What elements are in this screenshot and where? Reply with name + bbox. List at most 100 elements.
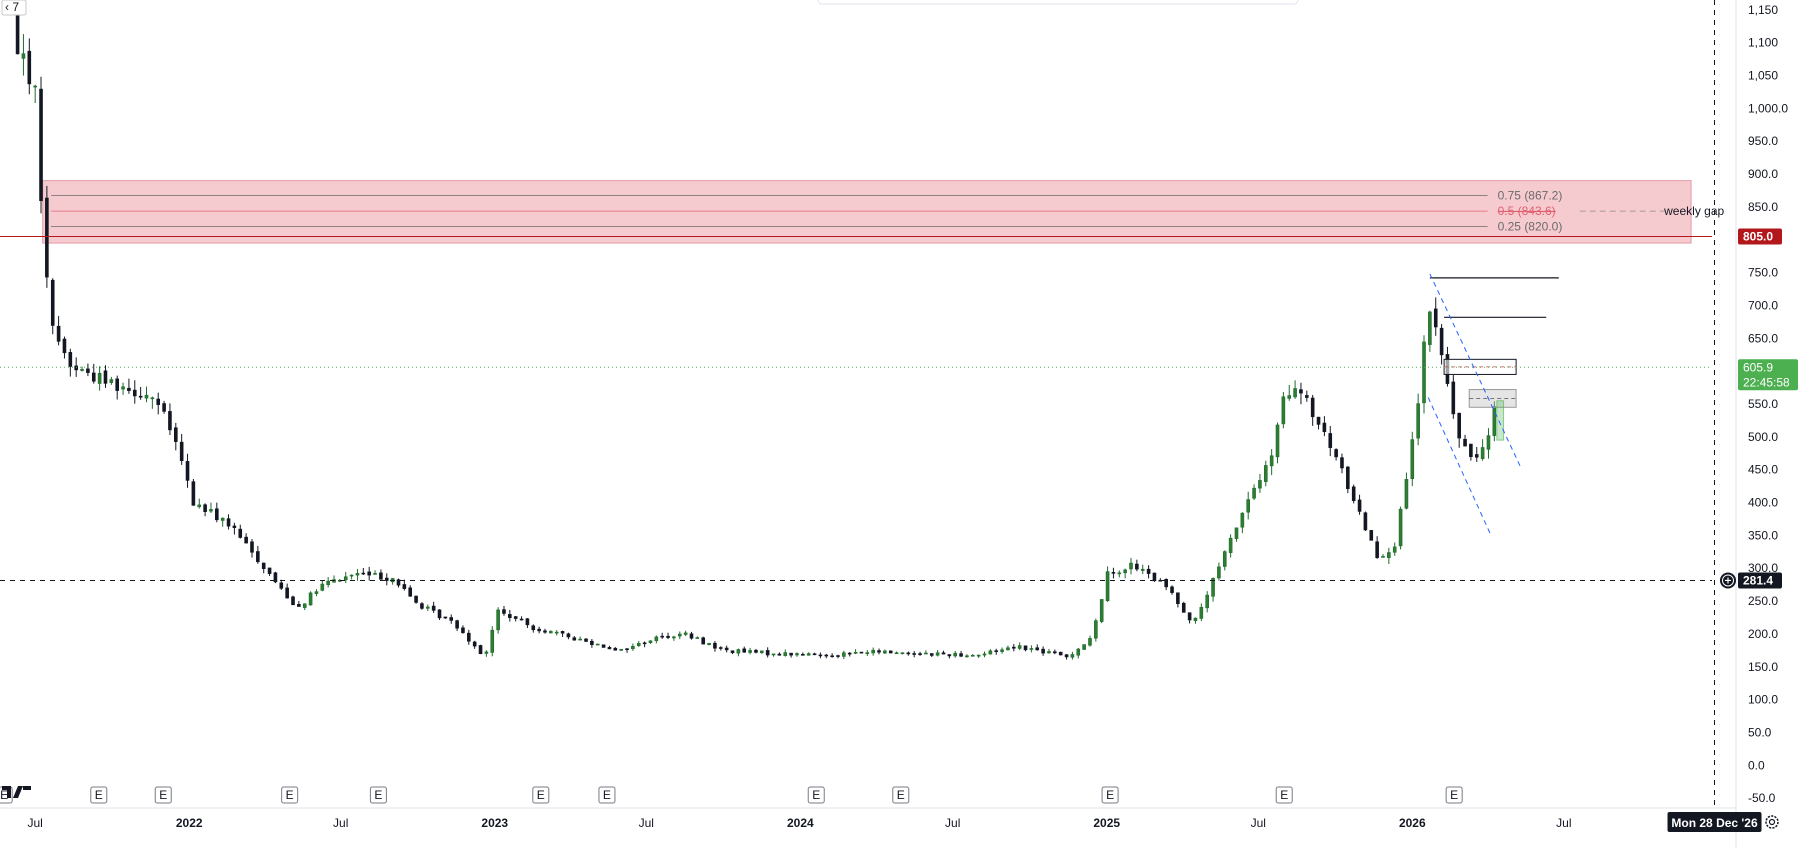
candle-body [1299, 389, 1303, 394]
candle-body [132, 389, 137, 397]
candle-body [502, 609, 506, 614]
plus-circle-icon-ring [1722, 574, 1734, 587]
target-zone-box[interactable] [1496, 400, 1505, 441]
candle-body [314, 591, 319, 594]
candle-body [924, 652, 928, 655]
candle-body [1205, 594, 1209, 609]
candle-body [1398, 508, 1403, 547]
candle-body [888, 650, 893, 654]
candle-body [1029, 648, 1034, 650]
y-tick-label: 150.0 [1748, 660, 1778, 674]
candle-body [988, 650, 993, 655]
plus-icon-cross [1725, 577, 1731, 584]
earnings-marker[interactable] [154, 786, 172, 804]
chart-ui-layer: E E E E E E E E E E E E ‹ 7 [0, 0, 1779, 829]
interval-badge[interactable]: ‹ 7 [5, 0, 19, 14]
candle-body [91, 372, 96, 382]
candle-body [806, 653, 811, 656]
candle-body [361, 572, 366, 575]
candle-body [871, 649, 875, 654]
interval-badge-bg[interactable] [1, 0, 27, 16]
weekly-gap-layer: 0.75 (867.2)0.5 (843.6) 0.25 (820.0) weekl… [42, 180, 1725, 244]
candle-body [619, 649, 623, 651]
earnings-marker[interactable] [90, 786, 108, 804]
candle-body [631, 645, 635, 649]
candle-body [666, 635, 670, 638]
candle-body [168, 411, 172, 431]
x-tick-label: Jul [333, 816, 348, 830]
candle-body [883, 650, 887, 654]
candle-body [343, 576, 348, 581]
candle-body [1000, 649, 1004, 652]
price-axis[interactable]: 1,1501,1001,0501,000.0950.0900.0850.0800… [1720, 0, 1798, 848]
earnings-marker-label: E [812, 788, 820, 802]
candle-body [1381, 556, 1385, 558]
candle-body [1287, 395, 1292, 399]
candle-body [695, 637, 700, 639]
candle-body [777, 653, 782, 656]
candle-body [226, 518, 231, 527]
earnings-marker[interactable] [1445, 786, 1463, 804]
candle-body [1058, 651, 1063, 656]
earnings-marker-label: E [0, 788, 8, 802]
y-tick-label: 300.0 [1748, 561, 1778, 575]
candle-body [1263, 465, 1268, 482]
earnings-marker-label: E [603, 788, 611, 802]
earnings-marker[interactable] [598, 786, 616, 804]
candle-body [677, 633, 682, 637]
candle-body [1099, 599, 1104, 622]
candle-body [1140, 568, 1145, 571]
gear-icon[interactable] [1765, 815, 1779, 829]
earnings-marker-label: E [286, 788, 294, 802]
candle-body [1428, 311, 1432, 345]
candle-body [818, 654, 823, 657]
earnings-marker[interactable] [1275, 786, 1293, 804]
earnings-marker[interactable] [532, 786, 550, 804]
candle-body [367, 571, 371, 576]
y-tick-label: 250.0 [1748, 594, 1778, 608]
earnings-marker[interactable] [807, 786, 825, 804]
x-tick-label: 2022 [176, 816, 203, 830]
candle-body [179, 441, 184, 461]
candle-body [812, 653, 817, 656]
channel-trendline[interactable] [1427, 397, 1492, 536]
candle-body [1316, 416, 1321, 425]
candle-body [1492, 406, 1497, 436]
candle-body [590, 640, 594, 645]
candle-body [941, 652, 946, 655]
candle-body [74, 365, 78, 371]
candle-body [771, 653, 776, 656]
fib-level-label: 0.5 (843.6) [1498, 204, 1556, 218]
candle-body [1410, 439, 1415, 479]
earnings-marker[interactable] [369, 786, 387, 804]
x-tick-label: Jul [1251, 816, 1266, 830]
candle-body [414, 595, 418, 603]
candle-body [1387, 552, 1391, 558]
candle-body [1363, 512, 1368, 531]
floating-toolbar[interactable] [817, 0, 1299, 5]
earnings-marker[interactable] [1101, 786, 1119, 804]
candle-body [789, 652, 793, 656]
candle-body [1152, 572, 1157, 582]
candle-body [601, 644, 606, 648]
x-tick-label: 2024 [787, 816, 814, 830]
candle-body [484, 651, 489, 654]
candle-body [513, 616, 518, 619]
candle-body [718, 647, 723, 649]
y-tick-label: 1,000.0 [1748, 101, 1788, 115]
earnings-marker[interactable] [892, 786, 910, 804]
weekly-gap-annotation: weekly gap [1663, 204, 1724, 218]
candle-body [1258, 480, 1262, 489]
earnings-marker-label: E [159, 788, 167, 802]
earnings-marker[interactable] [281, 786, 299, 804]
time-axis[interactable]: Jul 2022 Jul 2023 Jul 2024 Jul 2025 Jul 2026 Jul Mo… [0, 807, 1762, 832]
weekly-gap-zone[interactable] [42, 180, 1692, 244]
candle-body [1117, 572, 1122, 575]
candle-body [713, 642, 717, 649]
tradingview-logo[interactable] [2, 786, 31, 798]
candle-body [595, 643, 600, 646]
candle-body [1269, 455, 1274, 467]
candle-body [461, 627, 465, 634]
candle-body [496, 609, 500, 631]
